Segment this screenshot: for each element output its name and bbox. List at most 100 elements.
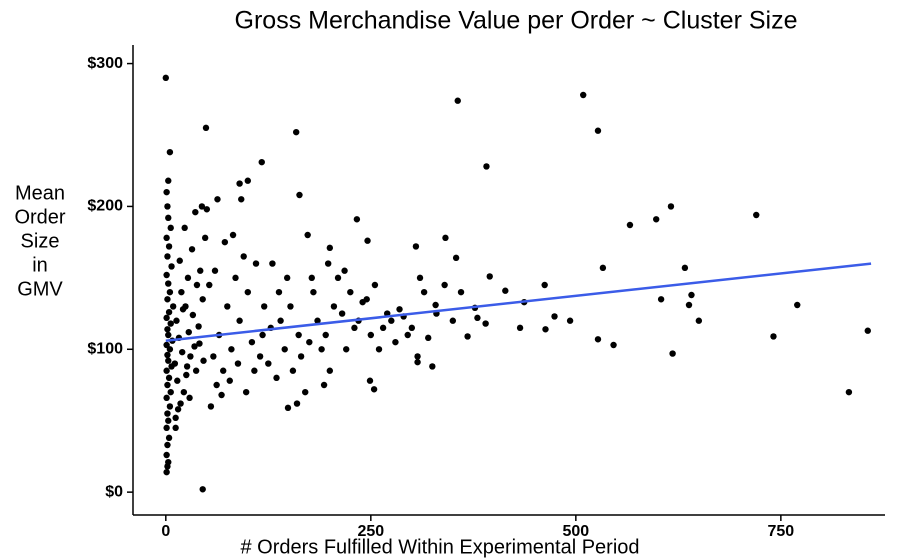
point — [281, 346, 288, 353]
point — [516, 324, 524, 332]
point — [251, 367, 258, 374]
x-tick-label: 250 — [357, 523, 384, 540]
point — [542, 326, 549, 333]
point — [164, 410, 171, 417]
point — [193, 281, 201, 289]
point — [226, 377, 233, 384]
point — [688, 291, 695, 299]
point — [277, 317, 284, 324]
point — [396, 306, 403, 313]
point — [197, 267, 204, 274]
point — [168, 263, 175, 270]
x-tick-label: 500 — [562, 523, 589, 540]
point — [297, 353, 305, 360]
point — [165, 177, 172, 184]
point — [165, 243, 173, 250]
point — [482, 320, 489, 327]
point — [183, 371, 190, 379]
point — [845, 388, 853, 396]
point — [167, 224, 174, 232]
point — [207, 403, 215, 410]
point — [259, 331, 266, 339]
point — [221, 238, 229, 246]
point — [452, 254, 460, 262]
point — [198, 203, 206, 210]
point — [192, 208, 199, 216]
point — [599, 264, 607, 272]
point — [163, 394, 170, 402]
point — [318, 346, 325, 353]
point — [275, 288, 283, 296]
point — [164, 203, 171, 210]
point — [199, 486, 206, 493]
point — [165, 280, 172, 287]
point — [176, 257, 183, 264]
point — [252, 260, 260, 267]
point — [173, 317, 180, 324]
point — [165, 374, 173, 382]
point — [322, 331, 329, 339]
point — [164, 381, 171, 389]
point — [610, 341, 617, 349]
point — [166, 288, 174, 296]
point — [163, 234, 170, 242]
point — [594, 127, 602, 134]
point — [163, 451, 170, 459]
point — [179, 348, 186, 356]
point — [164, 441, 171, 449]
point — [187, 353, 194, 360]
point — [388, 317, 395, 324]
point — [657, 296, 665, 303]
point — [502, 287, 509, 294]
point — [162, 74, 170, 82]
point — [486, 273, 493, 280]
point — [269, 260, 276, 267]
point — [178, 288, 185, 296]
point — [695, 317, 703, 324]
point — [326, 244, 334, 252]
trend-line — [165, 262, 872, 342]
point — [167, 388, 174, 396]
point — [166, 403, 174, 410]
point — [200, 357, 207, 364]
point — [364, 237, 371, 244]
point — [163, 468, 170, 476]
point — [199, 296, 206, 303]
point — [580, 91, 587, 99]
point — [188, 246, 196, 253]
point — [343, 346, 350, 353]
point — [234, 360, 242, 367]
point — [167, 320, 174, 327]
y-axis-label: Mean — [15, 182, 65, 204]
point — [196, 340, 203, 347]
point — [236, 180, 243, 187]
point — [220, 367, 227, 374]
point — [541, 281, 548, 289]
point — [295, 331, 302, 339]
point — [293, 400, 301, 407]
point — [229, 231, 237, 239]
point — [256, 353, 264, 360]
point — [165, 458, 172, 466]
point — [283, 274, 291, 282]
point — [483, 163, 490, 170]
point — [211, 267, 219, 274]
point — [185, 328, 192, 336]
point — [626, 221, 634, 229]
point — [370, 386, 378, 393]
point — [236, 317, 243, 324]
point — [338, 310, 346, 317]
point — [174, 406, 182, 413]
point — [324, 260, 332, 267]
point — [326, 367, 334, 374]
point — [218, 391, 225, 399]
point — [425, 334, 432, 342]
point — [206, 281, 213, 289]
point — [864, 327, 871, 334]
point — [371, 281, 379, 289]
point — [177, 400, 184, 407]
point — [366, 377, 374, 384]
point — [181, 224, 188, 232]
point — [228, 346, 235, 353]
